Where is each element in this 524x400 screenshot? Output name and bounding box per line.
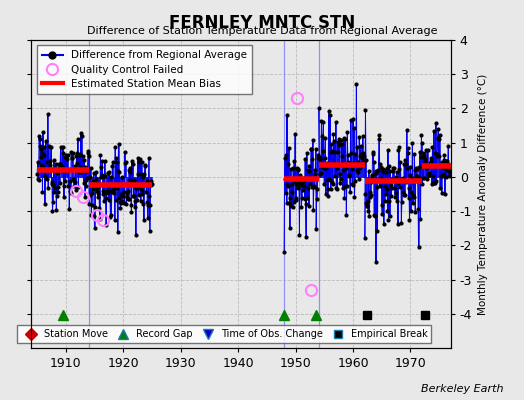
Legend: Station Move, Record Gap, Time of Obs. Change, Empirical Break: Station Move, Record Gap, Time of Obs. C…	[17, 325, 431, 343]
Text: Difference of Station Temperature Data from Regional Average: Difference of Station Temperature Data f…	[87, 26, 437, 36]
Y-axis label: Monthly Temperature Anomaly Difference (°C): Monthly Temperature Anomaly Difference (…	[477, 73, 488, 315]
Text: Berkeley Earth: Berkeley Earth	[421, 384, 503, 394]
Text: FERNLEY MNTC STN: FERNLEY MNTC STN	[169, 14, 355, 32]
